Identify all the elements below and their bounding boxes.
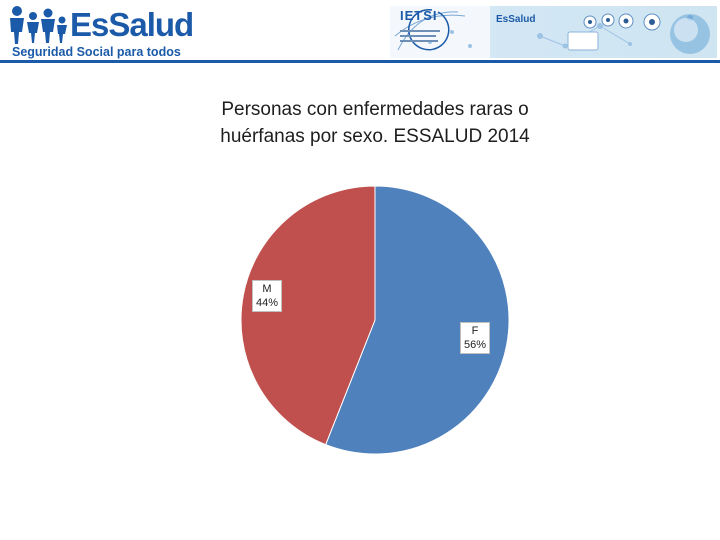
banner-logo-text: EsSalud [496,14,536,25]
logo-text: EsSalud [70,6,194,43]
logo-tagline: Seguridad Social para todos [12,45,181,59]
ietsi-label: IETSI [400,8,438,23]
header-divider [0,60,720,63]
pie-slice-M [240,185,376,446]
chart-title-line-1: Personas con enfermedades raras o [221,99,529,120]
chart-title: Personas con enfermedades raras o huérfa… [150,96,600,150]
family-figures-icon [10,6,67,44]
ietsi-banner: IETSI EsSalud [390,6,717,58]
data-label-F-percent: 56% [464,339,487,351]
data-label-M-percent: 44% [256,297,279,309]
essalud-logo: EsSalud Seguridad Social para todos [8,4,194,60]
data-label-M-category: M [262,283,272,295]
data-label-F-category: F [471,325,479,337]
pie-slice-F [325,185,510,455]
ietsi-logo-icon [400,8,450,51]
chart-title-line-2: huérfanas por sexo. ESSALUD 2014 [220,126,530,147]
data-label-M: M 44% [252,280,283,312]
pie-chart [240,185,510,455]
data-label-F: F 56% [460,322,491,354]
header: EsSalud Seguridad Social para todos [0,0,720,66]
